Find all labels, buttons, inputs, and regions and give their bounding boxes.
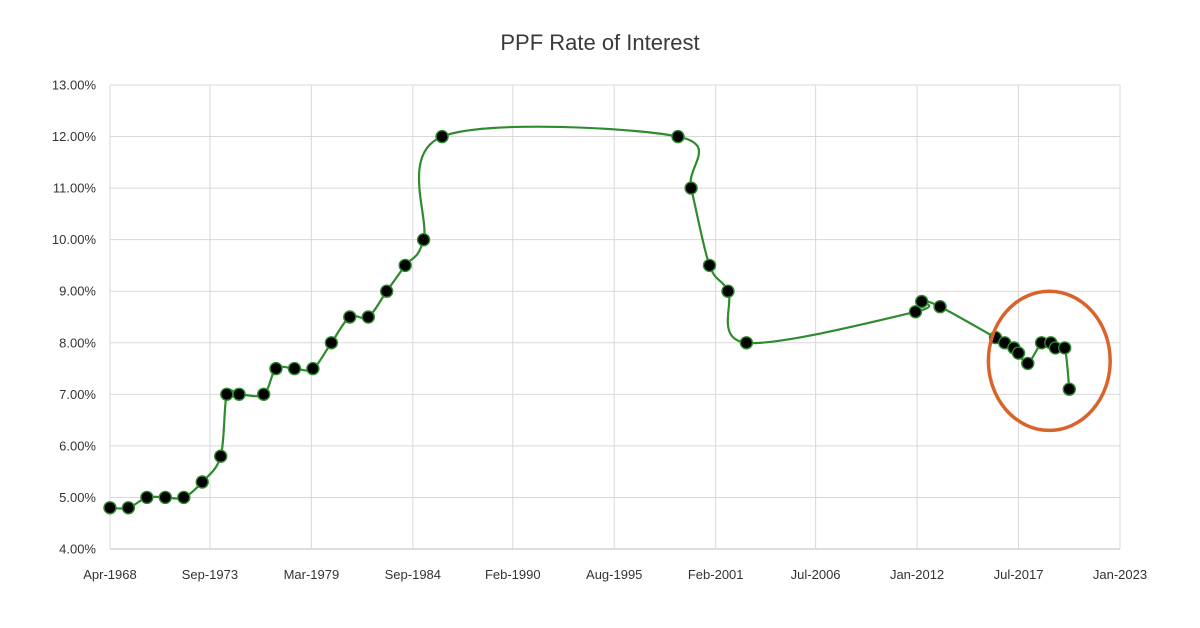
data-point (908, 305, 923, 319)
data-point (1011, 346, 1026, 360)
x-tick-label: Aug-1995 (586, 567, 642, 582)
x-axis: Apr-1968 Sep-1973 Mar-1979 Sep-1984 Feb-1990… (83, 567, 1147, 582)
data-point (213, 449, 228, 463)
y-tick-label: 13.00% (52, 78, 97, 93)
x-tick-label: Feb-2001 (688, 567, 744, 582)
data-point (257, 387, 271, 401)
data-point (269, 361, 283, 376)
data-point (398, 258, 412, 273)
chart-title: PPF Rate of Interest (500, 30, 700, 55)
y-tick-label: 5.00% (59, 490, 96, 505)
highlight-ellipse (986, 289, 1112, 433)
series-line (109, 125, 1071, 510)
x-tick-label: Mar-1979 (284, 567, 340, 582)
data-point (287, 361, 302, 376)
annotations (986, 289, 1112, 433)
y-tick-label: 7.00% (59, 387, 96, 402)
x-tick-label: Sep-1984 (385, 567, 441, 582)
data-point (915, 294, 929, 309)
data-point (684, 181, 698, 195)
data-points (103, 129, 1077, 515)
y-tick-label: 8.00% (59, 335, 96, 350)
y-tick-label: 4.00% (59, 542, 96, 557)
x-tick-label: Feb-1990 (485, 567, 541, 582)
data-point (195, 475, 209, 489)
data-point (739, 336, 754, 350)
y-tick-label: 6.00% (59, 438, 96, 453)
data-point (416, 232, 431, 247)
data-point (121, 501, 136, 515)
data-point (702, 258, 717, 273)
data-point (671, 129, 685, 144)
data-point (343, 310, 357, 324)
data-point (1057, 341, 1072, 355)
y-tick-label: 12.00% (52, 129, 97, 144)
grid-lines (109, 84, 1121, 550)
data-point (324, 336, 339, 350)
data-point (1021, 356, 1035, 371)
x-tick-label: Jul-2006 (791, 567, 841, 582)
data-point (177, 490, 191, 505)
data-point (1062, 382, 1077, 396)
x-tick-label: Jul-2017 (994, 567, 1044, 582)
data-point (435, 129, 449, 144)
x-tick-label: Jan-2012 (890, 567, 944, 582)
x-tick-label: Sep-1973 (182, 567, 238, 582)
y-tick-label: 11.00% (53, 181, 97, 196)
data-point (140, 490, 154, 505)
data-point (232, 387, 246, 401)
data-point (933, 300, 947, 314)
data-point (158, 490, 173, 505)
data-point (220, 387, 234, 401)
y-axis: 4.00% 5.00% 6.00% 7.00% 8.00% 9.00% 10.00% 11.0… (52, 78, 97, 557)
x-tick-label: Jan-2023 (1093, 567, 1147, 582)
data-point (721, 284, 735, 298)
data-point (103, 501, 117, 515)
data-point (361, 310, 375, 324)
data-point (380, 284, 394, 298)
x-tick-label: Apr-1968 (83, 567, 136, 582)
y-tick-label: 9.00% (59, 284, 96, 299)
data-point (306, 361, 320, 376)
y-tick-label: 10.00% (52, 232, 97, 247)
